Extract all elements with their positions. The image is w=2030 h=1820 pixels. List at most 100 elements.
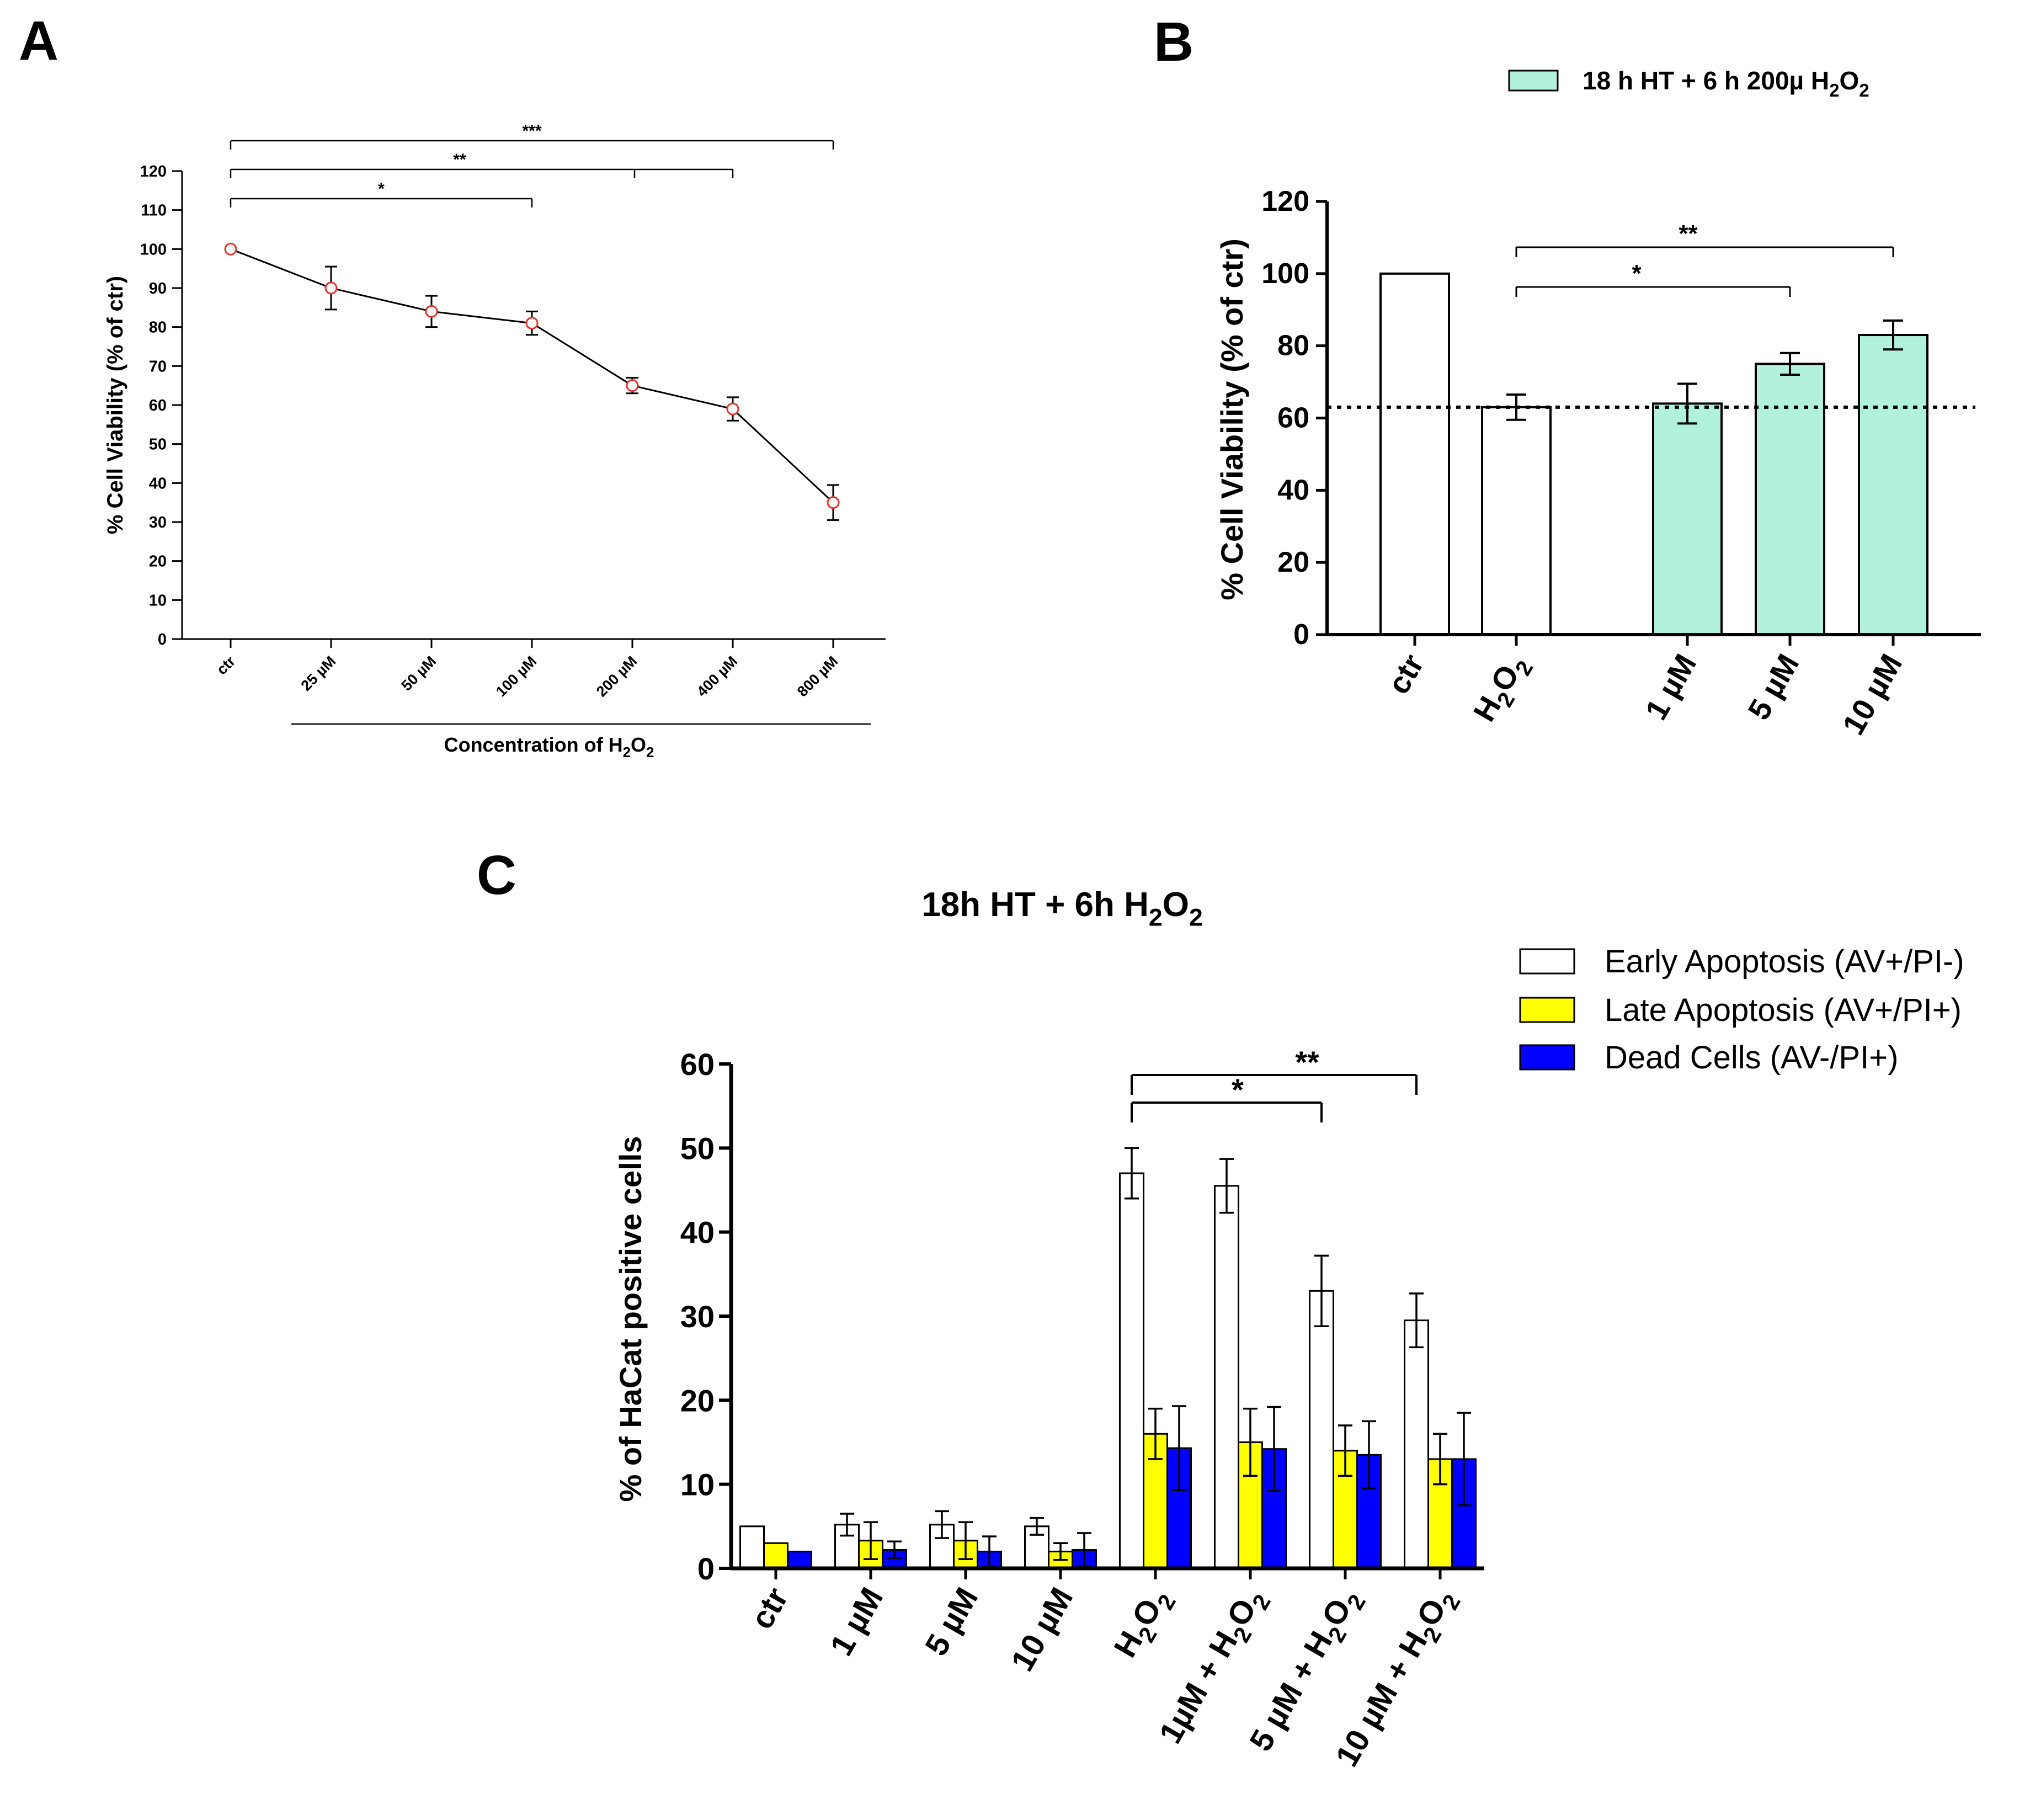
y-tick-label: 0 <box>1293 619 1309 651</box>
legend-label: Late Apoptosis (AV+/PI+) <box>1605 992 1962 1028</box>
y-tick-label: 90 <box>149 280 167 297</box>
x-tick-label: 200 µM <box>593 653 640 700</box>
y-tick-label: 40 <box>680 1215 715 1250</box>
y-tick-label: 70 <box>149 358 167 375</box>
chart-title-mid: O <box>1163 886 1189 924</box>
x-axis-label-main: Concentration of H <box>444 733 623 756</box>
x-tick-label-main: 5 µM <box>918 1582 985 1662</box>
x-tick-label: 100 µM <box>493 653 540 700</box>
x-tick-label-main: 10 µM + H <box>1329 1625 1434 1773</box>
legend-label: Dead Cells (AV-/PI+) <box>1605 1040 1898 1076</box>
bar <box>763 1542 788 1569</box>
significance-label: *** <box>522 122 541 140</box>
bar <box>1755 363 1825 636</box>
bar <box>1214 1185 1239 1569</box>
y-tick-label: 80 <box>1277 330 1309 362</box>
x-tick-label: 25 µM <box>298 653 339 694</box>
legend-label-sub: 2 <box>1859 81 1869 101</box>
x-tick-label: 10 µM <box>1004 1582 1080 1677</box>
y-axis-label: % of HaCat positive cells <box>613 1136 648 1502</box>
legend-swatch <box>1519 1044 1575 1071</box>
chart-title-sub: 2 <box>1189 904 1203 931</box>
y-tick-label: 0 <box>158 631 167 648</box>
y-tick-label: 50 <box>680 1131 715 1166</box>
y-axis-label: % Cell Viability (% of ctr) <box>1214 238 1249 600</box>
x-tick-label-main: ctr <box>744 1582 795 1635</box>
y-tick-label: 10 <box>680 1467 715 1502</box>
bar <box>1309 1290 1334 1569</box>
data-point <box>525 317 539 330</box>
y-tick-label: 40 <box>1277 474 1309 506</box>
x-axis-label: Concentration of H2O2 <box>444 733 654 760</box>
significance-label: * <box>378 180 385 198</box>
y-tick-label: 100 <box>140 241 167 258</box>
x-tick-label: ctr <box>1381 648 1430 700</box>
chart-title-sub: 2 <box>1149 904 1163 931</box>
x-tick-label: 5 µM <box>1741 648 1805 726</box>
panel-a: A 0 10 20 30 40 50 60 70 80 90 100 110 120 % Cell Viab… <box>19 10 886 760</box>
y-tick-label: 110 <box>141 202 167 220</box>
x-tick-label: 1 µM <box>1638 648 1703 726</box>
data-point <box>626 379 639 392</box>
significance-label: * <box>1632 260 1642 287</box>
significance-label: * <box>1232 1072 1244 1107</box>
panel-label: C <box>477 844 516 906</box>
y-tick-label: 120 <box>1261 185 1309 217</box>
x-tick-label: 50 µM <box>398 653 440 694</box>
x-axis-label-sub: 2 <box>623 745 631 760</box>
panel-b: B18 h HT + 6 h 200µ H2O2020406080100120%… <box>1154 11 1981 741</box>
y-axis-label: % Cell Viability (% of ctr) <box>103 276 127 534</box>
bar <box>1858 334 1928 636</box>
series-line <box>230 248 834 503</box>
significance-label: ** <box>453 151 466 169</box>
significance-label: ** <box>1679 220 1698 247</box>
x-axis-label-sub: 2 <box>646 745 654 760</box>
x-tick-label-main: 1 µM <box>823 1582 890 1662</box>
y-tick-label: 30 <box>680 1299 715 1334</box>
bar <box>1652 402 1723 636</box>
y-tick-label: 20 <box>1277 546 1309 578</box>
y-tick-label: 40 <box>149 475 167 492</box>
chart-title-main: 18h HT + 6h H <box>921 886 1149 924</box>
legend-swatch <box>1519 948 1575 975</box>
legend-label-mid: O <box>1839 66 1859 95</box>
legend-label-sub: 2 <box>1829 81 1839 101</box>
chart-title: 18h HT + 6h H2O2 <box>921 886 1203 931</box>
x-tick-label-main: 1 µM <box>1638 648 1703 726</box>
legend-label-main: 18 h HT + 6 h 200µ H <box>1583 66 1829 95</box>
data-point <box>726 402 739 416</box>
bar <box>787 1551 812 1569</box>
y-tick-label: 60 <box>149 397 167 414</box>
panel-label: B <box>1154 11 1194 73</box>
data-point <box>827 496 840 509</box>
x-tick-label-main: 10 µM <box>1835 648 1909 741</box>
bar <box>1481 406 1552 636</box>
y-tick-label: 10 <box>149 592 167 609</box>
data-point <box>224 242 237 256</box>
y-tick-label: 100 <box>1261 258 1309 290</box>
x-tick-label: H2O2 <box>1466 648 1538 731</box>
data-point <box>324 281 338 295</box>
y-tick-label: 30 <box>149 514 167 531</box>
legend-label: 18 h HT + 6 h 200µ H2O2 <box>1583 66 1869 101</box>
x-tick-label: 400 µM <box>694 653 740 700</box>
legend-swatch <box>1519 997 1575 1023</box>
x-tick-label: 5 µM <box>918 1582 985 1662</box>
y-tick-label: 80 <box>149 319 167 337</box>
x-tick-label: 800 µM <box>794 653 841 700</box>
y-tick-label: 50 <box>149 436 167 454</box>
y-tick-label: 60 <box>1277 402 1309 434</box>
bar <box>1404 1319 1429 1569</box>
panel-label: A <box>19 10 58 72</box>
bar <box>1379 272 1450 636</box>
x-tick-label: 1 µM <box>823 1582 890 1662</box>
x-tick-label: H2O2 <box>1107 1582 1181 1667</box>
x-tick-label-main: 5 µM <box>1741 648 1805 726</box>
x-tick-label: ctr <box>214 653 239 678</box>
x-tick-label: ctr <box>744 1582 795 1635</box>
y-tick-label: 120 <box>140 163 167 180</box>
x-tick-label-main: 5 µM + H <box>1243 1625 1339 1757</box>
bar <box>1119 1172 1144 1569</box>
